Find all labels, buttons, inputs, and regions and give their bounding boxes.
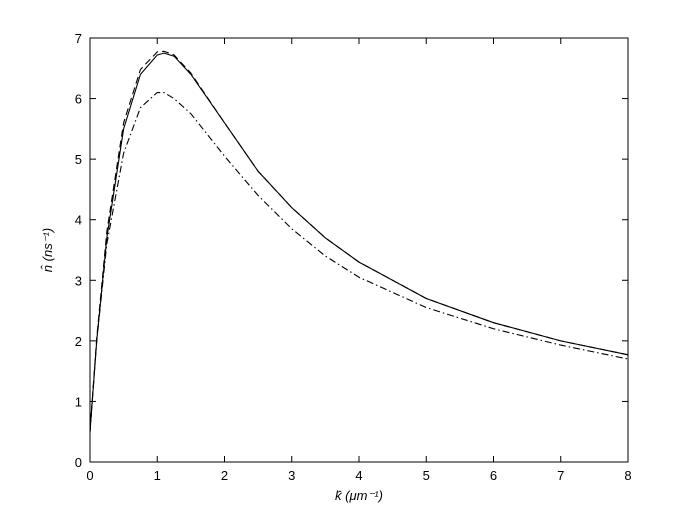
y-tick-label: 5 (75, 152, 82, 167)
x-tick-label: 5 (423, 468, 430, 483)
data-line (89, 52, 629, 432)
y-tick-label: 1 (75, 394, 82, 409)
x-tick-label: 4 (355, 468, 362, 483)
y-tick-label: 2 (75, 334, 82, 349)
x-tick-label: 3 (288, 468, 295, 483)
x-tick-label: 6 (490, 468, 497, 483)
x-tick-label: 7 (557, 468, 564, 483)
x-tick-label: 2 (221, 468, 228, 483)
y-tick-label: 3 (75, 273, 82, 288)
y-axis-label: n̂ (ns⁻¹) (40, 228, 55, 272)
x-tick-label: 1 (154, 468, 161, 483)
data-line (89, 50, 629, 432)
y-tick-label: 4 (75, 213, 82, 228)
axes-box (89, 37, 629, 463)
data-line (89, 91, 629, 432)
y-tick-label: 0 (75, 455, 82, 470)
x-axis-label: k̂ (μm⁻¹) (335, 488, 383, 503)
x-tick-label: 8 (624, 468, 631, 483)
x-tick-label: 0 (86, 468, 93, 483)
y-tick-label: 7 (75, 31, 82, 46)
y-tick-label: 6 (75, 92, 82, 107)
